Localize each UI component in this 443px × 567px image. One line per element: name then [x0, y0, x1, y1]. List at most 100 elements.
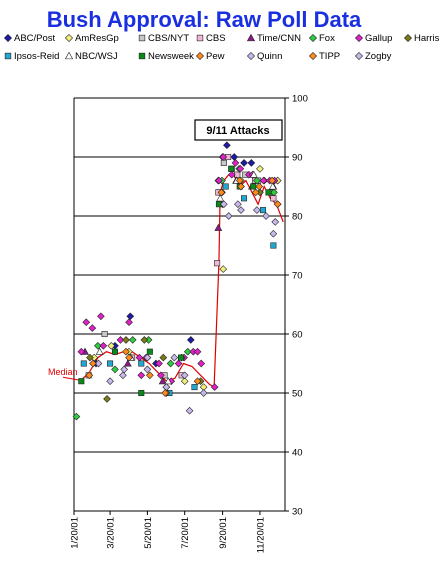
legend-label-cbs: CBS: [206, 33, 226, 44]
y-tick-label-90: 90: [292, 153, 303, 164]
median-label: Median: [48, 367, 78, 377]
point-gallup-22: [231, 159, 240, 167]
point-nbc-wsj-3: [216, 194, 225, 202]
point-pew-0: [85, 371, 94, 380]
point-pew-6: [251, 188, 260, 197]
point-pew-2: [146, 371, 154, 380]
median-line: [79, 174, 284, 389]
legend-marker-zogby: [354, 51, 364, 61]
point-tipp-7: [273, 200, 282, 209]
point-gallup-10: [155, 359, 163, 368]
point-harris-4: [159, 353, 168, 362]
point-ipsos-reid-8: [270, 242, 277, 249]
point-nbc-wsj-6: [268, 182, 277, 190]
point-ipsos-reid-4: [191, 384, 198, 391]
point-zogby-0: [106, 377, 114, 386]
median-line-group: Median: [48, 174, 284, 389]
point-abc-post-7: [223, 141, 231, 150]
legend-marker-ipsos-reid: [4, 52, 12, 60]
point-cbs-8: [270, 195, 277, 202]
x-tick-label-1: 3/20/01: [106, 517, 117, 549]
point-harris-2: [122, 336, 130, 344]
point-nbc-wsj-0: [95, 347, 104, 355]
point-zogby-4: [180, 371, 189, 380]
legend-marker-cbs-nyt: [138, 34, 146, 42]
annotation-box: [194, 119, 283, 141]
point-ipsos-reid-7: [259, 207, 267, 214]
point-harris-3: [140, 336, 149, 344]
point-harris-0: [86, 353, 94, 362]
legend-label-time-cnn: Time/CNN: [257, 33, 301, 44]
legend-label-tipp: TIPP: [319, 51, 340, 62]
legend-label-nbc-wsj: NBC/WSJ: [75, 51, 118, 62]
point-quinn-8: [269, 229, 278, 238]
point-time-cnn-2: [158, 377, 167, 385]
point-gallup-18: [210, 383, 219, 391]
chart-title: Bush Approval: Raw Poll Data: [47, 7, 362, 32]
point-zogby-3: [162, 383, 171, 391]
point-tipp-0: [89, 359, 97, 368]
point-fox-6: [183, 347, 192, 356]
legend-label-quinn: Quinn: [257, 51, 282, 62]
annotation-group: 9/11 Attacks: [194, 119, 283, 141]
point-ipsos-reid-2: [138, 360, 145, 367]
point-zogby-8: [253, 206, 261, 214]
point-newsweek-9: [265, 189, 272, 196]
point-zogby-9: [271, 218, 280, 226]
point-quinn-6: [237, 206, 245, 214]
point-tipp-2: [161, 389, 169, 397]
point-tipp-3: [193, 377, 202, 386]
legend-marker-newsweek: [138, 52, 146, 60]
point-quinn-3: [170, 353, 179, 362]
median-leader-line: [62, 376, 81, 381]
point-ipsos-reid-5: [222, 183, 229, 190]
legend-marker-amresgp: [64, 33, 74, 43]
point-gallup-21: [227, 170, 236, 179]
legend-label-fox: Fox: [319, 33, 335, 44]
point-harris-1: [103, 395, 111, 403]
point-tipp-5: [237, 182, 245, 191]
point-zogby-1: [119, 371, 127, 380]
point-cbs-nyt-3: [220, 159, 227, 166]
legend-marker-harris: [403, 33, 413, 43]
y-tick-label-80: 80: [292, 212, 303, 223]
x-tick-label-5: 11/20/01: [255, 517, 266, 553]
point-abc-post-2: [126, 312, 135, 321]
y-tick-label-50: 50: [292, 389, 303, 400]
point-time-cnn-3: [214, 223, 223, 231]
annotation-label: 9/11 Attacks: [206, 125, 269, 137]
point-pew-7: [268, 176, 276, 185]
gridlines: [74, 97, 285, 453]
point-gallup-4: [99, 341, 108, 350]
legend-label-gallup: Gallup: [365, 33, 392, 44]
point-ipsos-reid-1: [107, 360, 114, 367]
point-gallup-16: [193, 347, 202, 356]
point-quinn-4: [185, 406, 194, 415]
legend-label-ipsos-reid: Ipsos-Reid: [14, 51, 59, 62]
data-points: [72, 141, 282, 421]
point-abc-post-8: [230, 153, 239, 161]
point-fox-1: [94, 341, 102, 350]
point-newsweek-1: [111, 348, 118, 355]
point-zogby-6: [220, 200, 228, 209]
legend-label-abc-post: ABC/Post: [14, 33, 56, 44]
point-newsweek-8: [250, 183, 257, 190]
point-amresgp-5: [180, 377, 189, 386]
point-nbc-wsj-5: [249, 170, 258, 178]
point-abc-post-10: [247, 159, 256, 167]
point-gallup-13: [174, 359, 183, 368]
point-cbs-3: [214, 260, 221, 267]
point-newsweek-3: [146, 348, 153, 355]
point-fox-3: [128, 336, 137, 344]
point-newsweek-0: [78, 378, 85, 385]
point-gallup-0: [77, 347, 86, 356]
legend-marker-nbc-wsj: [64, 51, 74, 60]
legend: ABC/Post AmResGp CBS/NYT CBS Time/CNN Fox Gall…: [3, 33, 440, 62]
y-tick-label-60: 60: [292, 330, 303, 341]
point-fox-9: [253, 176, 261, 185]
point-newsweek-2: [138, 389, 145, 397]
x-tick-label-2: 5/20/01: [143, 517, 154, 549]
legend-label-harris: Harris: [414, 33, 440, 44]
legend-label-newsweek: Newsweek: [148, 51, 194, 62]
point-gallup-6: [125, 318, 133, 327]
